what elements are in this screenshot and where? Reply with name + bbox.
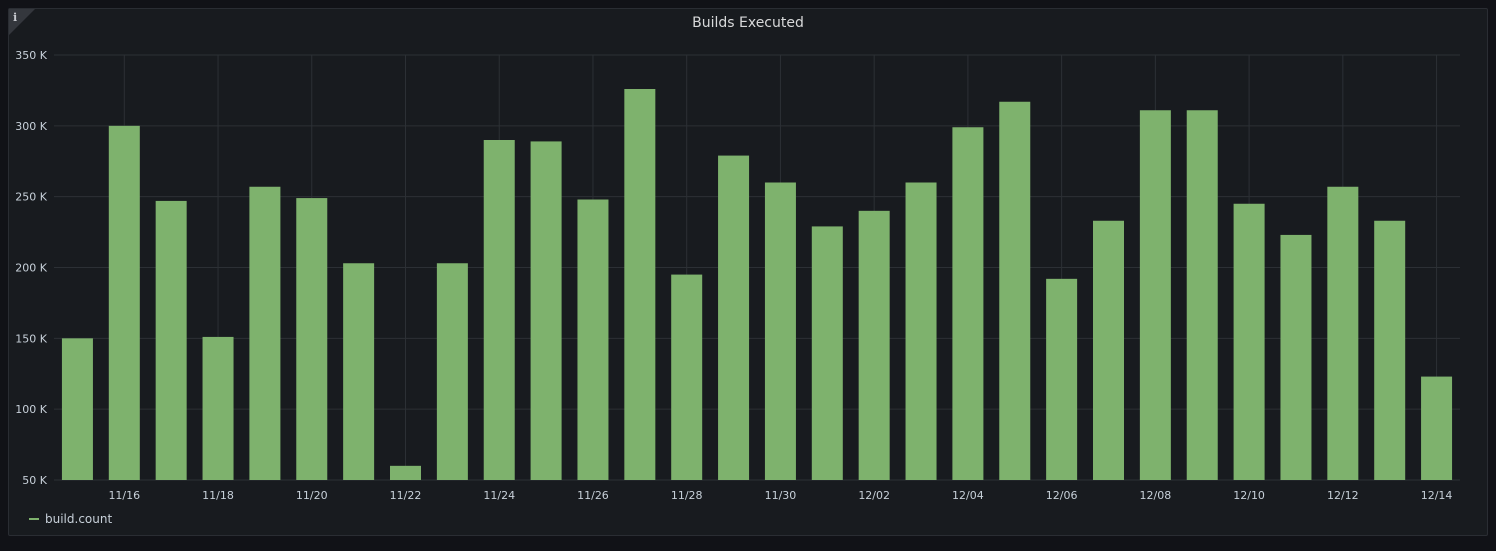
x-tick-label: 11/30 [765,489,797,502]
y-tick-label: 150 K [15,332,47,345]
bar[interactable] [1233,203,1265,480]
x-tick-label: 12/04 [952,489,984,502]
bar[interactable] [296,198,328,481]
bar[interactable] [1186,110,1218,480]
bar[interactable] [671,274,703,480]
y-tick-label: 50 K [22,474,47,487]
bar[interactable] [483,140,515,480]
chart-panel: i Builds Executed 350 K 300 K 250 K 200 K 15… [8,8,1488,536]
x-tick-label: 11/20 [296,489,328,502]
x-tick-label: 11/16 [108,489,140,502]
y-tick-label: 100 K [15,403,47,416]
y-tick-label: 300 K [15,120,47,133]
x-tick-label: 12/14 [1421,489,1453,502]
x-tick-label: 12/02 [858,489,890,502]
panel-title[interactable]: Builds Executed [692,15,804,31]
bar[interactable] [718,155,750,481]
bar[interactable] [952,127,984,480]
bar[interactable] [1374,220,1406,480]
x-tick-label: 12/12 [1327,489,1359,502]
bar[interactable] [1280,234,1312,480]
panel-corner[interactable] [9,9,35,35]
bars [61,89,1453,481]
bar[interactable] [858,210,890,481]
x-tick-label: 11/26 [577,489,609,502]
bar[interactable] [905,182,937,481]
bar[interactable] [1093,220,1124,480]
bar[interactable] [1139,110,1171,480]
bar[interactable] [999,101,1031,480]
bar[interactable] [61,338,93,480]
bar[interactable] [343,263,375,480]
legend-label: build.count [45,512,113,526]
legend[interactable]: build.count [29,512,112,526]
x-tick-label: 12/08 [1140,489,1172,502]
bar[interactable] [811,226,843,480]
bar[interactable] [390,465,421,480]
bar[interactable] [249,186,281,480]
bar[interactable] [202,336,234,480]
y-tick-label: 250 K [15,191,47,204]
bar[interactable] [764,182,796,481]
x-axis-ticks: 11/16 11/18 11/20 11/22 11/24 11/26 11/28 11/30… [108,489,1452,502]
bar[interactable] [108,125,140,480]
x-tick-label: 12/06 [1046,489,1078,502]
info-icon[interactable]: i [13,11,18,24]
x-tick-label: 11/24 [483,489,515,502]
x-tick-label: 12/10 [1233,489,1265,502]
bar[interactable] [155,200,187,480]
bar[interactable] [1046,278,1078,480]
bar[interactable] [1327,186,1359,480]
x-tick-label: 11/18 [202,489,234,502]
y-tick-label: 200 K [15,262,47,275]
legend-swatch [29,518,39,520]
bar[interactable] [624,89,656,480]
x-tick-label: 11/22 [390,489,422,502]
y-axis-ticks: 350 K 300 K 250 K 200 K 150 K 100 K 50 K [15,49,47,487]
y-tick-label: 350 K [15,49,47,62]
x-tick-label: 11/28 [671,489,703,502]
bar[interactable] [1421,376,1453,480]
bar[interactable] [577,199,609,481]
bar-chart: 350 K 300 K 250 K 200 K 150 K 100 K 50 K 11/16… [15,49,1460,502]
bar[interactable] [436,263,468,480]
bar[interactable] [530,141,562,480]
